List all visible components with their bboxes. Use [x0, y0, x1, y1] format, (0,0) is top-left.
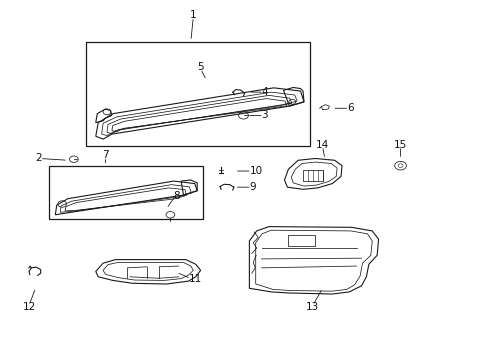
Bar: [49, 166, 203, 220]
Text: 5: 5: [197, 62, 203, 72]
Text: 12: 12: [22, 302, 36, 312]
Text: 4: 4: [261, 87, 267, 97]
Bar: [303, 170, 323, 181]
Text: 7: 7: [102, 150, 109, 160]
Bar: [86, 42, 310, 146]
Text: 6: 6: [346, 103, 353, 113]
Text: 3: 3: [261, 111, 267, 121]
Text: 15: 15: [393, 140, 407, 149]
Text: 14: 14: [315, 140, 328, 149]
Text: 2: 2: [36, 153, 42, 163]
Text: 1: 1: [190, 10, 196, 21]
Text: 10: 10: [249, 166, 262, 176]
Text: 8: 8: [172, 191, 179, 201]
Text: 13: 13: [305, 302, 319, 312]
Bar: [288, 235, 315, 246]
Text: 9: 9: [249, 182, 256, 192]
Text: 11: 11: [188, 274, 201, 284]
